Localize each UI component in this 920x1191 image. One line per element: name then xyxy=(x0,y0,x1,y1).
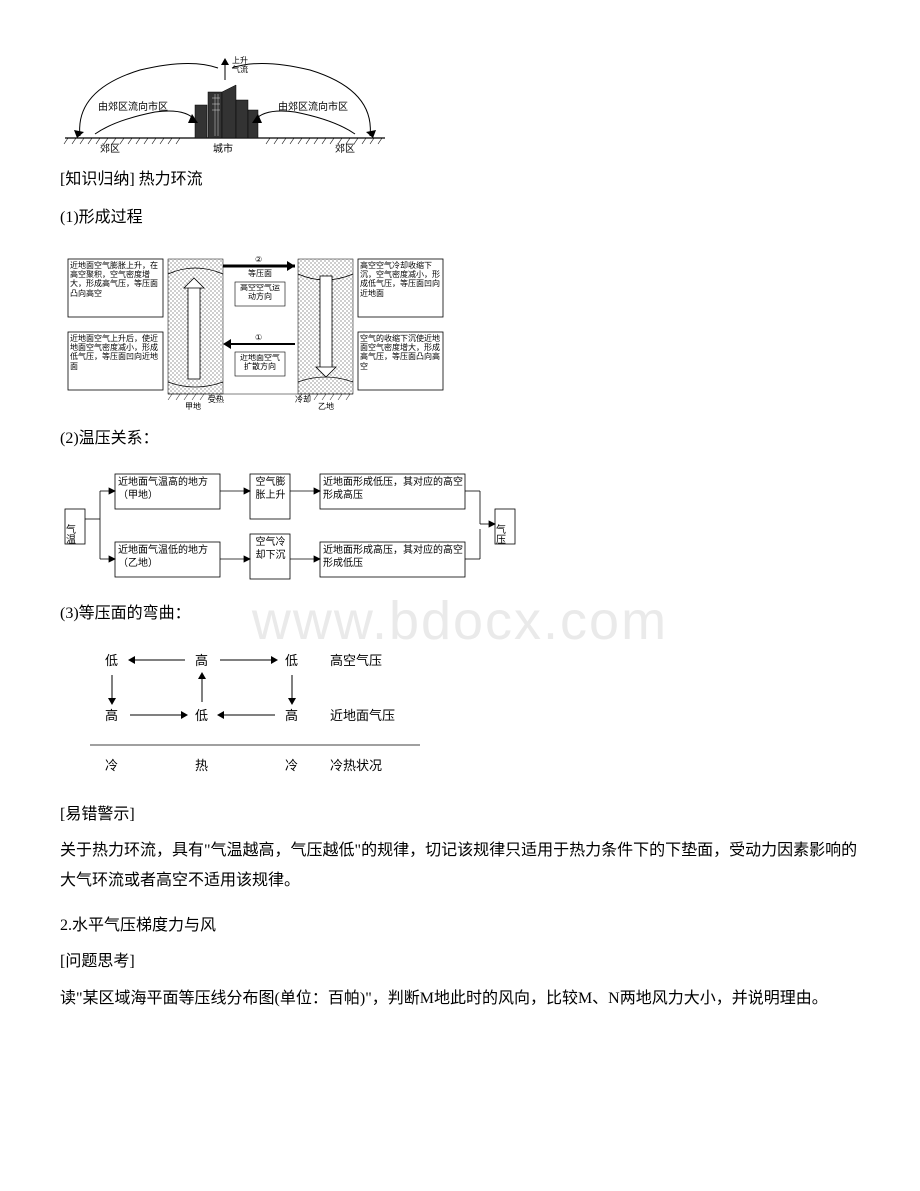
item-4: 2.水平气压梯度力与风 xyxy=(60,911,860,941)
svg-text:甲地: 甲地 xyxy=(185,401,201,411)
svg-text:②: ② xyxy=(255,255,262,264)
svg-text:乙地: 乙地 xyxy=(318,401,334,411)
urban-heat-island-diagram: 上升 气流 由郊区流向市区 由郊区流向市区 郊区 城市 郊区 xyxy=(60,50,860,155)
svg-text:冷热状况: 冷热状况 xyxy=(330,758,382,773)
warning-label: [易错警示] xyxy=(60,800,860,830)
svg-text:低: 低 xyxy=(195,708,208,723)
svg-text:郊区: 郊区 xyxy=(100,142,120,155)
question-label: [问题思考] xyxy=(60,947,860,977)
svg-text:城市: 城市 xyxy=(213,142,233,155)
svg-text:高: 高 xyxy=(285,708,298,723)
svg-text:高空气压: 高空气压 xyxy=(330,653,382,668)
svg-text:由郊区流向市区: 由郊区流向市区 xyxy=(278,100,348,113)
temp-pressure-diagram: 气温 气压 xyxy=(60,464,860,589)
formation-process-diagram: ② 等压面 ① 近地面空气膨胀上升，在高空聚积，空气密度增大，形成高气压，等压面… xyxy=(60,244,860,414)
item-1: (1)形成过程 xyxy=(60,203,860,233)
heading-knowledge: [知识归纳] 热力环流 xyxy=(60,165,860,195)
svg-text:冷: 冷 xyxy=(285,758,298,773)
svg-text:气温: 气温 xyxy=(64,523,76,544)
svg-text:上升: 上升 xyxy=(232,56,248,65)
item-2: (2)温压关系： xyxy=(60,424,860,454)
svg-text:受热: 受热 xyxy=(208,394,224,404)
svg-text:低: 低 xyxy=(285,653,298,668)
svg-text:近地面气压: 近地面气压 xyxy=(330,708,395,723)
svg-text:冷却: 冷却 xyxy=(295,394,311,404)
svg-text:冷: 冷 xyxy=(105,758,118,773)
warning-text: 关于热力环流，具有"气温越高，气压越低"的规律，切记该规律只适用于热力条件下的下… xyxy=(60,836,860,897)
svg-text:由郊区流向市区: 由郊区流向市区 xyxy=(98,100,168,113)
question-text: 读"某区域海平面等压线分布图(单位：百帕)"，判断M地此时的风向，比较M、N两地… xyxy=(60,984,860,1014)
document-content: 上升 气流 由郊区流向市区 由郊区流向市区 郊区 城市 郊区 [知识归纳] 热力… xyxy=(60,50,860,1014)
item-3: (3)等压面的弯曲： xyxy=(60,599,860,629)
svg-text:①: ① xyxy=(255,333,262,342)
svg-text:高: 高 xyxy=(105,708,118,723)
svg-text:低: 低 xyxy=(105,653,118,668)
svg-text:热: 热 xyxy=(195,758,208,773)
svg-text:气压: 气压 xyxy=(494,523,506,545)
svg-text:气流: 气流 xyxy=(232,64,248,74)
isobaric-diagram: 低 高 低 高空气压 高 低 高 近地面气压 xyxy=(60,640,860,790)
svg-text:高: 高 xyxy=(195,653,208,668)
svg-text:郊区: 郊区 xyxy=(335,142,355,155)
svg-text:等压面: 等压面 xyxy=(248,268,272,278)
